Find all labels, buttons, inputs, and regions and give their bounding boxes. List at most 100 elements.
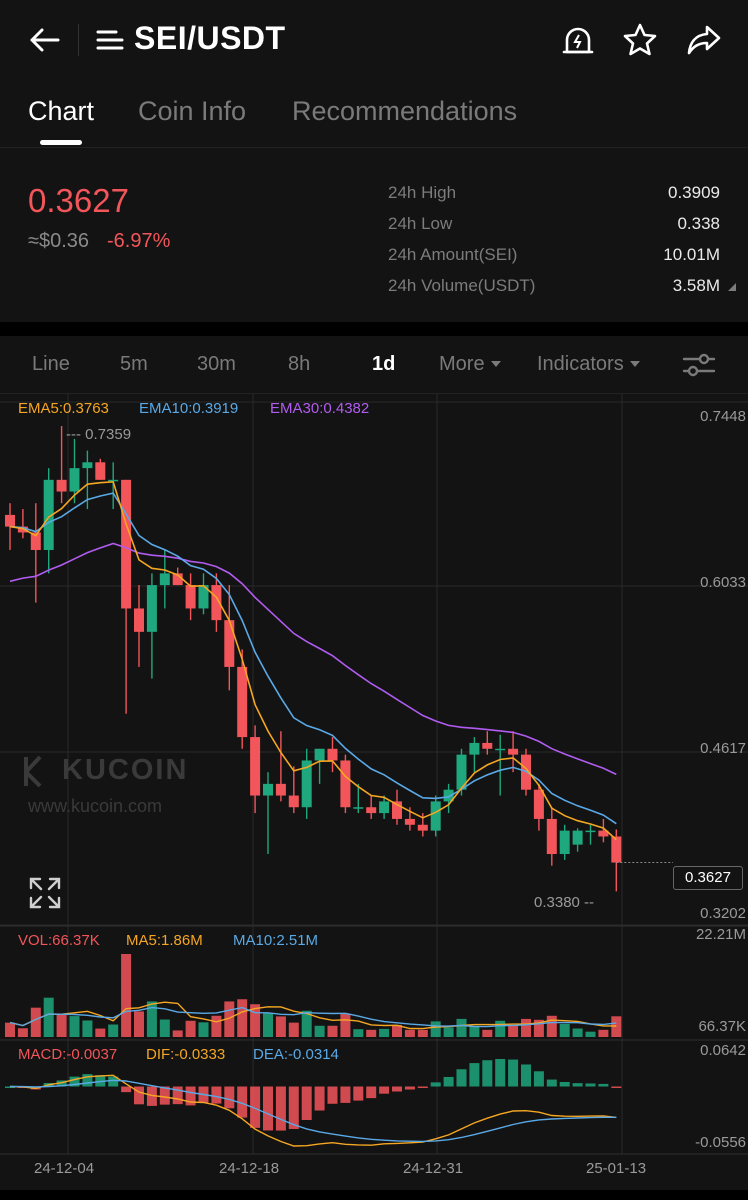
macd-histogram-bar: [237, 1086, 248, 1118]
tab-chart[interactable]: Chart: [28, 96, 95, 126]
more-dropdown[interactable]: More: [439, 353, 501, 376]
volume-bar: [146, 1001, 157, 1037]
legend-dif: DIF:-0.0333: [146, 1046, 226, 1063]
volume-bar: [327, 1025, 338, 1037]
candle-body: [559, 830, 570, 855]
candle-body: [250, 737, 261, 796]
price-axis-tick: 0.6033: [700, 574, 746, 591]
macd-histogram-bar: [572, 1083, 583, 1087]
interval-line[interactable]: Line: [32, 353, 70, 375]
candle-body: [56, 479, 67, 492]
legend-macd: MACD:-0.0037: [18, 1046, 118, 1063]
macd-histogram-bar: [417, 1086, 428, 1089]
candle-body: [379, 801, 390, 814]
interval-30m[interactable]: 30m: [197, 353, 236, 375]
usd-price: ≈$0.36: [28, 230, 90, 252]
legend-vol: VOL:66.37K: [18, 932, 100, 949]
tab-recommendations[interactable]: Recommendations: [292, 96, 518, 126]
candle-body: [288, 795, 299, 808]
candle-body: [404, 818, 415, 825]
interval-1d[interactable]: 1d: [372, 353, 396, 375]
volume-bar: [611, 1016, 622, 1037]
volume-bar: [275, 1016, 286, 1037]
volume-bar: [366, 1029, 377, 1037]
macd-histogram-bar: [482, 1060, 493, 1087]
ema5-line: [9, 480, 617, 841]
candle-body: [5, 514, 15, 527]
legend-vol-ma10: MA10:2.51M: [233, 932, 319, 949]
macd-histogram-bar: [443, 1076, 454, 1087]
candle-body: [456, 754, 467, 790]
more-label: More: [439, 353, 485, 375]
bottom-edge: [0, 1190, 748, 1200]
volume-bar: [43, 997, 54, 1037]
indicators-dropdown[interactable]: Indicators: [537, 353, 640, 376]
price-summary: 0.3627 ≈$0.36 -6.97% 24h High 0.3909 24h…: [0, 148, 748, 322]
candle-body: [237, 666, 248, 738]
macd-histogram-bar: [585, 1083, 596, 1087]
high-price-annotation: --- 0.7359: [66, 426, 132, 443]
candle-body: [546, 818, 557, 855]
volume-bar: [134, 1011, 144, 1037]
star-icon[interactable]: [618, 18, 662, 62]
macd-axis-tick: 0.0642: [700, 1042, 746, 1059]
macd-histogram-bar: [392, 1086, 402, 1092]
macd-histogram-bar: [82, 1074, 93, 1087]
macd-histogram-bar: [288, 1086, 299, 1130]
macd-histogram-bar: [224, 1086, 235, 1109]
candle-body: [327, 748, 338, 761]
interval-5m[interactable]: 5m: [120, 353, 148, 375]
price-axis-tick: 0.7448: [700, 408, 746, 425]
price-alert-icon[interactable]: [556, 18, 600, 62]
volume-bar: [185, 1020, 196, 1037]
candle-body: [159, 573, 170, 586]
back-arrow-icon[interactable]: [22, 18, 66, 62]
menu-lines-icon[interactable]: [96, 22, 126, 58]
volume-bar: [56, 1014, 67, 1037]
current-price-tag: 0.3627: [673, 866, 743, 890]
candle-body: [121, 479, 132, 609]
candle-body: [314, 748, 325, 761]
chart-settings-sliders-icon[interactable]: [680, 348, 718, 382]
volume-bar: [404, 1029, 415, 1037]
header-divider: [78, 24, 79, 56]
volume-toggle-corner-icon[interactable]: [728, 283, 736, 291]
macd-histogram-bar: [314, 1086, 325, 1111]
macd-histogram-bar: [366, 1086, 377, 1099]
candle-body: [340, 760, 351, 808]
macd-histogram-bar: [275, 1086, 286, 1131]
last-price: 0.3627: [28, 182, 129, 219]
macd-histogram-bar: [495, 1059, 506, 1087]
chart-canvas[interactable]: [0, 394, 748, 1190]
share-icon[interactable]: [682, 18, 726, 62]
top-nav-bar: SEI/USDT: [0, 0, 748, 78]
macd-histogram-bar: [69, 1076, 80, 1087]
volume-bar: [69, 1016, 80, 1037]
price-change: -6.97%: [107, 230, 171, 252]
price-axis-tick: 0.3202: [700, 905, 746, 922]
macd-histogram-bar: [327, 1086, 338, 1104]
macd-histogram-bar: [559, 1081, 570, 1087]
candle-body: [353, 807, 364, 809]
macd-histogram-bar: [533, 1071, 544, 1087]
macd-histogram-bar: [121, 1086, 132, 1093]
candle-body: [211, 585, 222, 621]
pair-title[interactable]: SEI/USDT: [134, 20, 286, 56]
tab-coin-info[interactable]: Coin Info: [138, 96, 247, 126]
volume-bar: [288, 1022, 299, 1037]
interval-8h[interactable]: 8h: [288, 353, 311, 375]
volume-bar: [482, 1029, 493, 1037]
legend-ema30: EMA30:0.4382: [270, 400, 370, 417]
fullscreen-expand-icon[interactable]: [28, 876, 62, 910]
volume-bar: [237, 999, 248, 1037]
kline-chart[interactable]: KUCOIN www.kucoin.com EMA5:0.3763 EMA10:…: [0, 394, 748, 1190]
ema30-line: [9, 542, 617, 776]
macd-axis-tick: -0.0556: [695, 1134, 746, 1151]
macd-dea-line: [9, 1079, 617, 1143]
macd-histogram-bar: [211, 1086, 222, 1104]
candle-body: [611, 836, 622, 863]
candle-body: [417, 824, 428, 831]
candle-body: [572, 830, 583, 845]
candle-body: [301, 760, 312, 808]
volume-bar: [172, 1030, 183, 1037]
